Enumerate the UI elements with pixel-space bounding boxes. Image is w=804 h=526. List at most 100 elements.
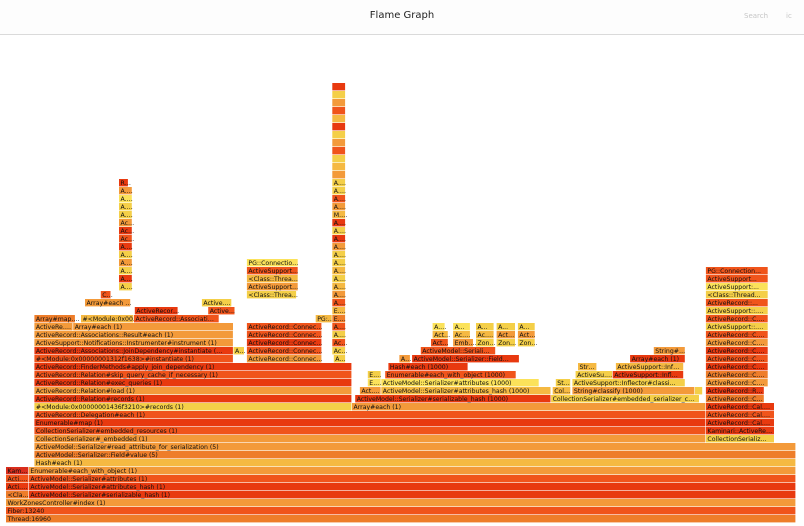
flame-frame[interactable]: Zon… [476, 339, 496, 347]
flame-frame-bar[interactable] [705, 267, 768, 275]
flame-frame[interactable]: ActiveSupport… [246, 267, 298, 275]
flame-frame-bar[interactable] [420, 347, 496, 355]
flame-frame[interactable]: ActiveSupport::Infl… [612, 371, 684, 379]
flame-frame[interactable]: ActiveRecord::C… [705, 395, 764, 403]
flame-frame-bar[interactable] [34, 435, 706, 443]
flame-frame-bar[interactable] [412, 355, 519, 363]
flame-frame[interactable] [332, 131, 346, 139]
flame-frame-bar[interactable] [332, 347, 346, 355]
flame-frame[interactable]: ActiveRecord::Relation#exec_queries (1) [34, 379, 352, 387]
flame-frame-bar[interactable] [34, 355, 233, 363]
flame-frame[interactable]: ActiveRecord::C.… [705, 347, 768, 355]
flame-frame-bar[interactable] [34, 315, 75, 323]
flame-frame-bar[interactable] [6, 515, 796, 523]
flame-frame[interactable]: Zon… [517, 339, 538, 347]
flame-frame[interactable]: <Cla.… [6, 491, 31, 499]
flame-frame[interactable]: R… [119, 179, 131, 187]
flame-frame[interactable]: ActiveRe.… [34, 323, 73, 331]
flame-frame-bar[interactable] [81, 315, 134, 323]
flame-frame-bar[interactable] [34, 427, 706, 435]
flame-frame-bar[interactable] [119, 203, 132, 211]
flame-frame-bar[interactable] [332, 243, 346, 251]
flame-frame-bar[interactable] [705, 403, 774, 411]
flame-frame-bar[interactable] [6, 499, 796, 507]
flame-frame-bar[interactable] [119, 179, 128, 187]
flame-frame-bar[interactable] [705, 427, 774, 435]
flame-frame-bar[interactable] [705, 275, 768, 283]
flame-frame-bar[interactable] [246, 275, 298, 283]
flame-frame-bar[interactable] [332, 283, 346, 291]
flame-frame-bar[interactable] [705, 339, 768, 347]
flame-frame-bar[interactable] [575, 371, 613, 379]
flame-frame-bar[interactable] [705, 347, 768, 355]
flame-frame[interactable]: <Class::Threa… [246, 291, 298, 299]
flame-frame-bar[interactable] [246, 339, 322, 347]
flame-frame-bar[interactable] [705, 379, 768, 387]
flame-frame-bar[interactable] [119, 227, 132, 235]
flame-frame-bar[interactable] [34, 451, 796, 459]
flame-frame-bar[interactable] [705, 307, 768, 315]
flame-frame-bar[interactable] [453, 323, 470, 331]
flame-frame-bar[interactable] [399, 355, 410, 363]
flame-frame-bar[interactable] [332, 99, 346, 107]
flame-frame-bar[interactable] [705, 371, 768, 379]
flame-frame-bar[interactable] [705, 355, 768, 363]
flame-frame-bar[interactable] [34, 395, 352, 403]
flame-frame[interactable]: ActiveRecord::Cal.… [705, 419, 774, 427]
flame-frame-bar[interactable] [246, 267, 298, 275]
flame-frame-bar[interactable] [630, 355, 685, 363]
flame-frame-bar[interactable] [381, 387, 551, 395]
flame-frame-bar[interactable] [332, 211, 346, 219]
flame-frame-bar[interactable] [333, 355, 346, 363]
flame-frame-bar[interactable] [705, 315, 768, 323]
flame-frame-bar[interactable] [496, 339, 515, 347]
flame-frame[interactable]: String#… [653, 347, 685, 355]
flame-frame-bar[interactable] [6, 483, 29, 491]
flame-frame-bar[interactable] [34, 411, 706, 419]
flame-frame-bar[interactable] [578, 363, 597, 371]
flame-frame-bar[interactable] [332, 179, 346, 187]
flame-frame[interactable]: A.… [332, 195, 346, 203]
flame-frame-bar[interactable] [705, 411, 774, 419]
flame-frame[interactable]: A.… [119, 283, 133, 291]
flame-frame[interactable]: Enumerable#each_with_object (1) [28, 467, 796, 475]
flame-frame[interactable]: Array#each (1) [630, 355, 685, 363]
flame-frame-bar[interactable] [34, 459, 796, 467]
flame-frame-bar[interactable] [208, 307, 235, 315]
flame-frame[interactable]: ActiveRecord::R… [705, 387, 764, 395]
flame-frame[interactable]: PG:… [315, 315, 334, 323]
flame-frame-bar[interactable] [332, 83, 346, 91]
flame-frame-bar[interactable] [6, 467, 29, 475]
flame-frame-bar[interactable] [705, 291, 768, 299]
flame-frame[interactable]: ActiveModel::Serializer#attributes (1) [28, 475, 796, 483]
flame-frame-bar[interactable] [315, 315, 332, 323]
flame-frame[interactable]: Act… [496, 331, 515, 339]
flame-frame-bar[interactable] [332, 251, 346, 259]
flame-frame[interactable]: A.… [332, 251, 346, 259]
flame-frame[interactable]: A.… [332, 179, 346, 187]
flame-frame[interactable]: A.… [332, 331, 346, 339]
flame-frame-bar[interactable] [367, 379, 381, 387]
flame-frame[interactable]: A.… [119, 187, 133, 195]
flame-frame[interactable]: Hash#each (1) [34, 459, 796, 467]
flame-frame-bar[interactable] [28, 483, 796, 491]
flame-frame[interactable]: A... [453, 323, 470, 331]
flame-frame[interactable]: ActiveRecord::Cal.… [705, 403, 774, 411]
flame-frame-bar[interactable] [100, 291, 111, 299]
flame-frame-bar[interactable] [332, 147, 346, 155]
flame-frame-bar[interactable] [332, 195, 346, 203]
flame-frame-bar[interactable] [332, 291, 346, 299]
flame-frame[interactable]: A.… [332, 243, 346, 251]
flame-frame[interactable]: #<Module:0x00000001436f3210>#records (1) [34, 403, 352, 411]
flame-frame[interactable]: ActiveRecord::... [705, 299, 768, 307]
flame-frame-bar[interactable] [694, 387, 703, 395]
flame-frame[interactable]: Kam... [6, 467, 29, 475]
flame-frame-bar[interactable] [332, 187, 346, 195]
flame-frame-bar[interactable] [705, 323, 768, 331]
flame-frame-bar[interactable] [332, 315, 346, 323]
flame-frame-bar[interactable] [705, 299, 768, 307]
flame-frame[interactable] [332, 171, 346, 179]
flame-frame-bar[interactable] [705, 395, 764, 403]
flame-frame-bar[interactable] [705, 435, 774, 443]
flame-frame-bar[interactable] [28, 475, 796, 483]
